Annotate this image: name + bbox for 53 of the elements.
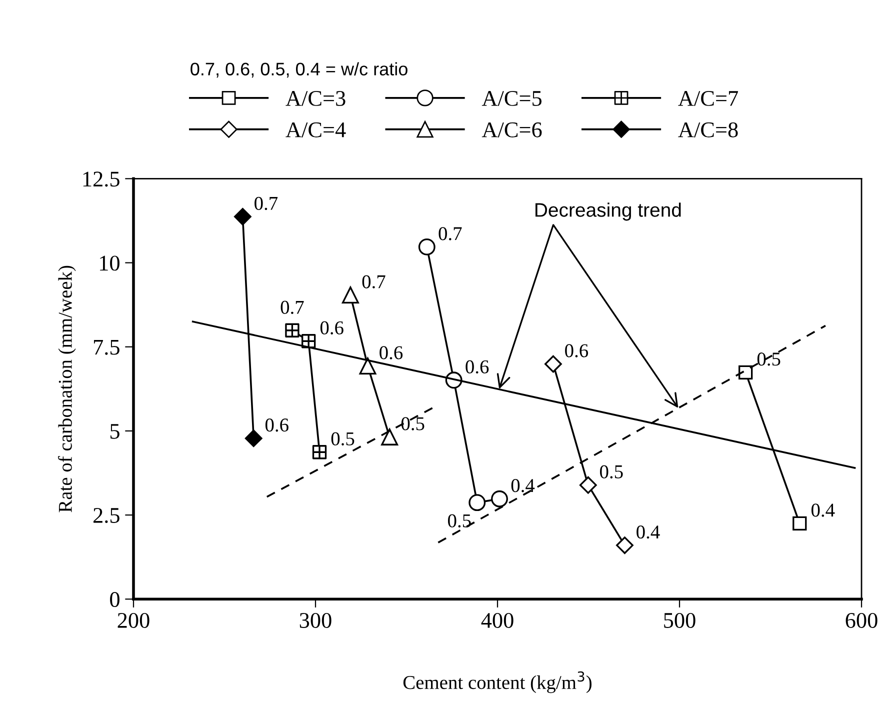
point <box>244 430 262 448</box>
annotation: 0.6 <box>565 344 588 358</box>
legend-label: A/C=6 <box>482 122 542 138</box>
x-tick-label: 300 <box>300 612 332 628</box>
point <box>792 516 807 531</box>
x-axis-title: Cement content (kg/m$^{3}$) <box>403 671 592 694</box>
legend-label: A/C=4 <box>286 122 346 138</box>
y-tick-label: 5 <box>110 424 120 439</box>
y-tick-label: 10 <box>100 256 120 271</box>
point <box>234 208 252 226</box>
point <box>738 365 753 380</box>
annotation: 0.5 <box>757 352 780 366</box>
legend-title: 0.7, 0.6, 0.5, 0.4 = w/c ratio <box>190 62 408 78</box>
point <box>491 490 508 508</box>
point <box>342 286 359 304</box>
annotation: 0.4 <box>511 479 535 492</box>
point <box>418 238 436 256</box>
legend-label: A/C=3 <box>286 91 346 106</box>
legend-label: A/C=7 <box>678 91 738 106</box>
annotation: 0.6 <box>320 321 344 334</box>
y-axis-title: Rate of carbonation (mm/week) <box>58 266 76 512</box>
annotation: 0.7 <box>362 275 386 288</box>
annotation: 0.5 <box>448 514 471 528</box>
point <box>312 445 327 460</box>
point <box>359 358 376 374</box>
annotation: 0.4 <box>636 525 660 539</box>
annotation: 0.4 <box>811 504 835 517</box>
legend-label: A/C=5 <box>482 91 542 106</box>
x-tick-label: 400 <box>481 612 514 628</box>
annotation: 0.7 <box>438 227 462 240</box>
annotation: 0.5 <box>401 417 424 430</box>
annotation: Decreasing trend <box>536 202 681 221</box>
y-tick-label: 7.5 <box>94 340 120 355</box>
annotation: 0.5 <box>331 432 354 446</box>
x-tick-label: 600 <box>846 612 878 628</box>
y-tick-label: 12.5 <box>83 172 120 187</box>
point <box>544 355 562 373</box>
annotation: 0.7 <box>254 196 278 210</box>
annotation: 0.6 <box>466 360 489 374</box>
annotation: 0.6 <box>265 418 288 432</box>
y-tick-label: 2.5 <box>94 508 120 524</box>
annotation: 0.7 <box>280 300 304 314</box>
annotation: 0.6 <box>380 346 403 360</box>
point <box>468 494 486 512</box>
y-tick-label: 0 <box>110 592 120 608</box>
point <box>381 428 398 446</box>
point <box>579 476 597 494</box>
x-tick-label: 200 <box>118 612 150 628</box>
legend-label: A/C=8 <box>678 122 738 138</box>
point <box>285 323 300 338</box>
x-tick-label: 500 <box>664 612 696 628</box>
annotation: 0.5 <box>600 465 623 478</box>
point <box>616 536 634 554</box>
